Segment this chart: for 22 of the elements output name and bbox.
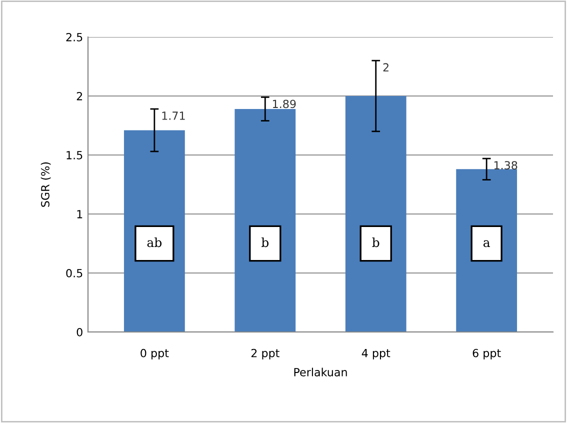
data-label: 1.89 <box>273 100 296 108</box>
annotation: a <box>483 240 490 248</box>
annotation: b <box>262 237 269 248</box>
x-tick-label: 6 ppt <box>472 348 501 360</box>
data-label: 1.38 <box>494 161 518 170</box>
annotation: b <box>372 237 380 248</box>
y-tick-label: 1 <box>77 210 82 218</box>
x-tick-label: 2 ppt <box>251 348 280 360</box>
x-tick-label: 4 ppt <box>362 349 390 360</box>
y-tick-label: 0.5 <box>66 268 82 278</box>
bar <box>234 108 296 332</box>
y-axis-title: SGR (%) <box>40 162 51 207</box>
y-tick-label: 2.5 <box>66 32 82 42</box>
y-tick-label: 2 <box>76 92 82 100</box>
y-tick-label: 1.5 <box>66 151 82 160</box>
x-tick-label: 0 ppt <box>140 348 169 360</box>
x-axis-title: Perlakuan <box>294 368 347 376</box>
y-tick-label: 0 <box>76 328 82 336</box>
data-label: 1.71 <box>162 112 185 120</box>
annotation: ab <box>147 237 162 248</box>
data-label: 2 <box>383 63 388 72</box>
bar <box>345 96 406 332</box>
